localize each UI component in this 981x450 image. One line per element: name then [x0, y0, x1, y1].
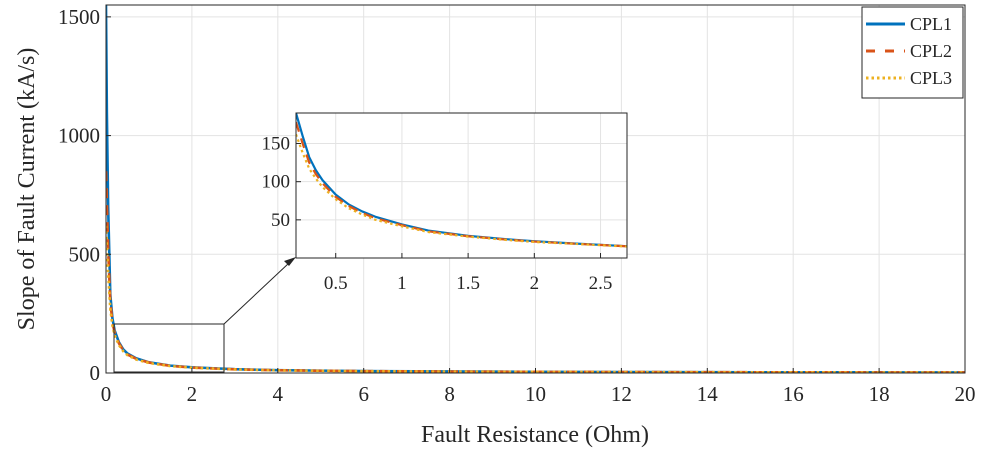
legend-label-cpl3: CPL3 — [910, 68, 952, 88]
inset-grid — [296, 113, 627, 258]
inset-plot-area — [296, 113, 627, 258]
main-y-tick-label: 0 — [90, 361, 101, 385]
legend-box — [861, 6, 964, 99]
main-x-tick-label: 0 — [101, 382, 112, 406]
y-axis-label: Slope of Fault Current (kA/s) — [14, 48, 40, 331]
main-x-tick-label: 18 — [869, 382, 890, 406]
main-series-cpl3 — [106, 225, 965, 373]
inset-x-tick-label: 1.5 — [456, 273, 480, 294]
main-x-tick-label: 10 — [525, 382, 546, 406]
main-y-tick-label: 1000 — [58, 124, 100, 148]
inset-series-cpl3 — [296, 133, 627, 248]
main-x-tick-label: 8 — [444, 382, 455, 406]
inset-x-tick-label: 2.5 — [589, 273, 613, 294]
main-x-tick-label: 6 — [358, 382, 369, 406]
main-x-tick-label: 20 — [955, 382, 976, 406]
inset-x-tick-label: 0.5 — [324, 273, 348, 294]
zoom-arrow-line — [223, 262, 290, 325]
main-y-tick-label: 1500 — [58, 5, 100, 29]
main-x-tick-label: 12 — [611, 382, 632, 406]
legend-label-cpl2: CPL2 — [910, 41, 952, 61]
legend-items: CPL1 CPL2 CPL3 — [866, 14, 952, 88]
main-x-tick-label: 16 — [783, 382, 804, 406]
main-x-tick-label: 4 — [273, 382, 284, 406]
inset-y-tick-label: 50 — [271, 210, 290, 231]
x-axis-label: Fault Resistance (Ohm) — [421, 422, 649, 448]
inset-y-tick-label: 150 — [262, 134, 291, 155]
inset-y-tick-label: 100 — [262, 172, 291, 193]
zoom-region-box — [113, 323, 225, 373]
inset-x-tick-label: 2 — [530, 273, 540, 294]
inset-series — [296, 113, 627, 248]
main-x-tick-label: 14 — [697, 382, 719, 406]
zoom-arrow-head — [284, 257, 296, 266]
legend-label-cpl1: CPL1 — [910, 14, 952, 34]
zoom-marks — [113, 257, 296, 373]
inset-axes: 0.5 1 1.5 2 2.5 50 100 150 — [262, 112, 628, 294]
inset-x-tick-label: 1 — [397, 273, 407, 294]
inset-ticks: 0.5 1 1.5 2 2.5 50 100 150 — [262, 134, 613, 294]
legend: CPL1 CPL2 CPL3 — [861, 6, 964, 99]
inset-axes-box — [295, 112, 628, 259]
main-x-tick-label: 2 — [187, 382, 198, 406]
main-y-tick-label: 500 — [69, 242, 101, 266]
